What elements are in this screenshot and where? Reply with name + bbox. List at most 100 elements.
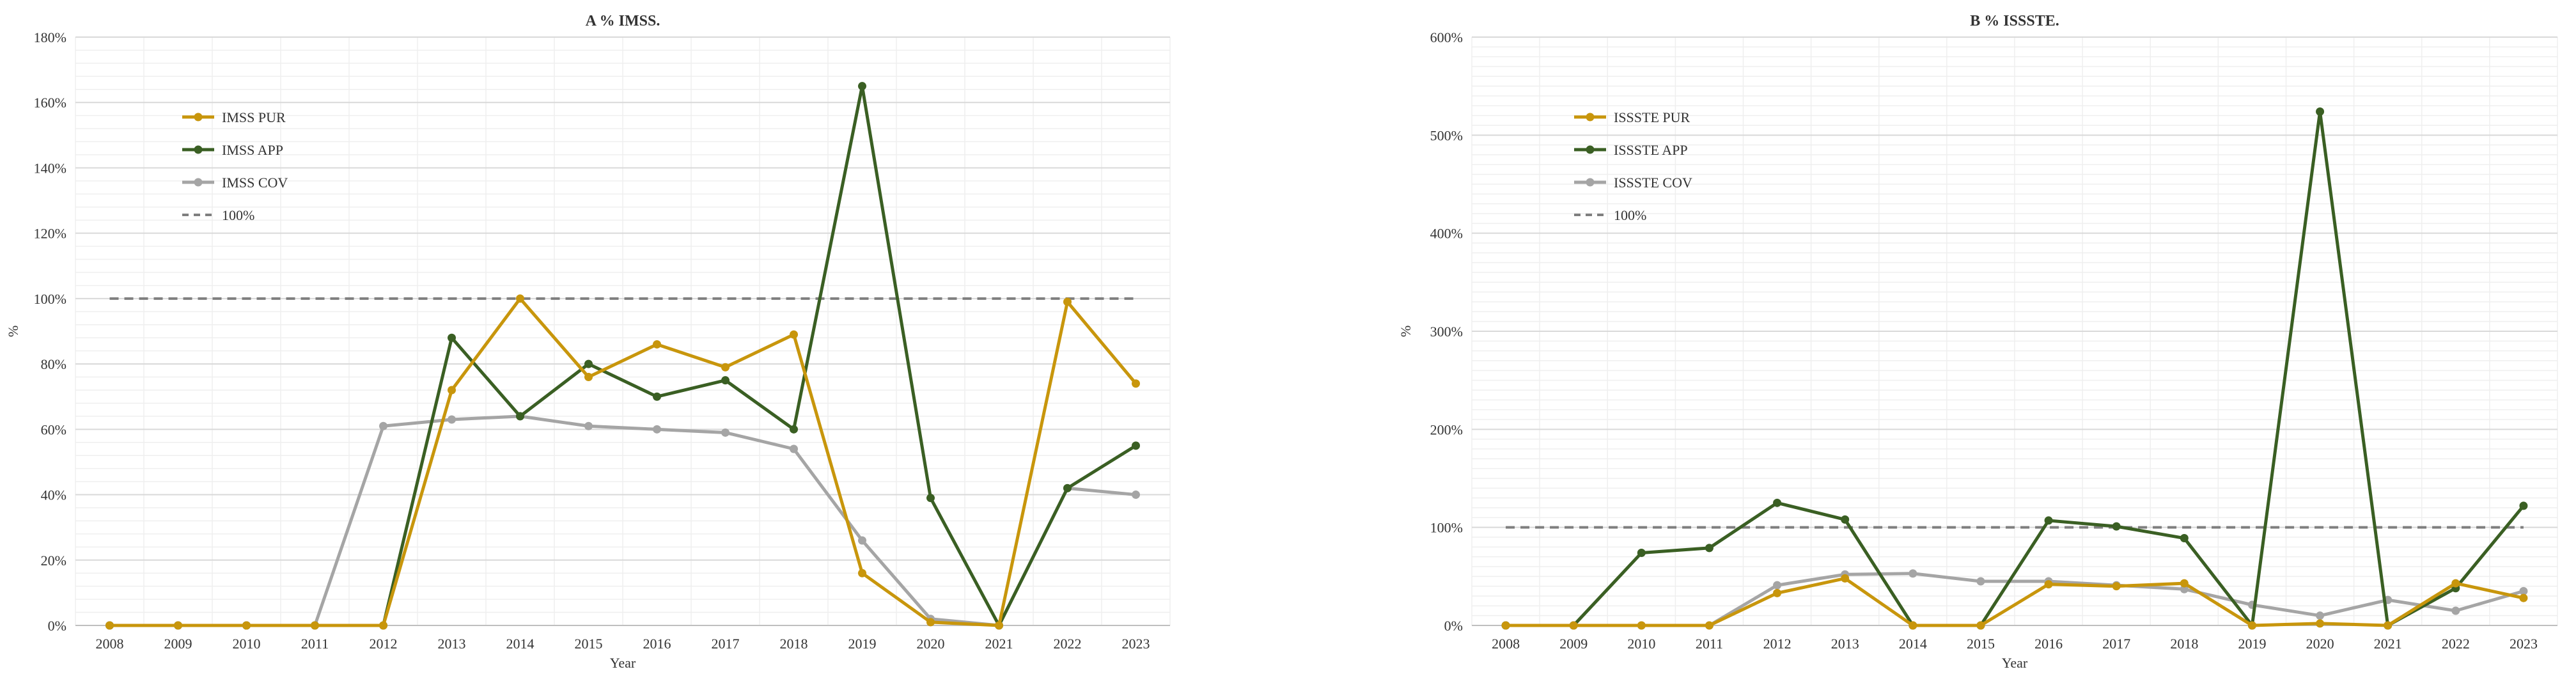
series-line xyxy=(1506,110,2525,627)
data-point xyxy=(516,412,524,421)
data-point xyxy=(1063,297,1072,306)
data-point xyxy=(2180,585,2189,593)
data-point xyxy=(926,618,935,627)
data-point xyxy=(448,333,456,342)
x-tick-label: 2013 xyxy=(1831,636,1859,652)
y-tick-label: 0% xyxy=(48,618,66,634)
y-tick-label: 20% xyxy=(41,553,66,569)
x-tick-label: 2015 xyxy=(1967,636,1995,652)
data-point xyxy=(2044,516,2053,525)
data-point xyxy=(2519,501,2528,510)
x-tick-label: 2017 xyxy=(2102,636,2130,652)
data-point xyxy=(721,428,730,437)
x-tick-label: 2012 xyxy=(370,636,398,652)
x-tick-label: 2016 xyxy=(2034,636,2063,652)
x-tick-label: 2021 xyxy=(2374,636,2402,652)
x-tick-label: 2022 xyxy=(1054,636,1082,652)
data-point xyxy=(1705,544,1713,553)
x-tick-label: 2020 xyxy=(917,636,945,652)
legend-label: 100% xyxy=(222,207,254,223)
legend-marker xyxy=(194,178,203,187)
chart-panel-a: 0% 20% 40% 60% 80% 100% 120% 140% 160% 180% 2008 20… xyxy=(5,13,1171,671)
chart-panel-b: 0% 100% 200% 300% 400% 500% 600% 2008 2009 2010 20… xyxy=(1398,13,2558,671)
x-tick-label: 2016 xyxy=(643,636,671,652)
data-point xyxy=(2180,579,2189,588)
y-axis-title: % xyxy=(1398,326,1414,337)
data-point xyxy=(1909,569,1917,578)
y-tick-label: 300% xyxy=(1430,324,1463,340)
data-point xyxy=(105,621,114,630)
data-point xyxy=(858,569,866,577)
series-line xyxy=(109,297,1137,627)
x-tick-label: 2018 xyxy=(2170,636,2198,652)
x-tick-label: 2017 xyxy=(712,636,740,652)
legend-label: IMSS COV xyxy=(222,175,288,191)
legend-label: ISSSTE PUR xyxy=(1614,109,1690,125)
data-point xyxy=(379,621,387,630)
x-tick-label: 2019 xyxy=(848,636,877,652)
data-point xyxy=(2112,582,2121,591)
y-tick-label: 80% xyxy=(41,356,66,372)
data-point xyxy=(311,621,319,630)
data-point xyxy=(653,392,661,401)
legend: ISSSTE PUR ISSSTE APP ISSSTE COV 100% xyxy=(1574,109,1692,223)
data-point xyxy=(242,621,251,630)
data-point xyxy=(2247,621,2256,630)
x-tick-label: 2010 xyxy=(1627,636,1655,652)
x-tick-label: 2008 xyxy=(1492,636,1520,652)
x-tick-label: 2009 xyxy=(164,636,192,652)
data-point xyxy=(2044,580,2053,589)
legend-marker xyxy=(194,145,203,154)
series-issste-pur xyxy=(1501,574,2528,630)
data-point xyxy=(2112,522,2121,531)
data-point xyxy=(516,294,524,303)
data-point xyxy=(1637,549,1646,558)
data-point xyxy=(379,421,387,430)
x-tick-label: 2021 xyxy=(985,636,1013,652)
data-point xyxy=(790,330,798,339)
data-point xyxy=(790,444,798,453)
series-imss-pur xyxy=(105,294,1140,630)
x-tick-label: 2020 xyxy=(2306,636,2334,652)
data-point xyxy=(584,421,593,430)
data-point xyxy=(1976,621,1985,630)
x-tick-label: 2012 xyxy=(1763,636,1791,652)
y-tick-label: 600% xyxy=(1430,29,1463,45)
x-axis-title: Year xyxy=(2002,655,2028,671)
x-tick-label: 2008 xyxy=(96,636,124,652)
y-tick-label: 100% xyxy=(1430,520,1463,536)
x-tick-label: 2015 xyxy=(575,636,603,652)
y-tick-label: 180% xyxy=(34,29,66,45)
data-point xyxy=(790,425,798,434)
legend-marker xyxy=(194,113,203,122)
legend-label: ISSSTE APP xyxy=(1614,142,1688,158)
data-point xyxy=(2519,586,2528,595)
data-point xyxy=(2316,107,2325,116)
data-point xyxy=(995,621,1003,630)
data-point xyxy=(1841,574,1850,583)
data-point xyxy=(858,82,866,91)
data-point xyxy=(1773,581,1782,590)
legend-label: IMSS APP xyxy=(222,142,283,158)
x-axis-title: Year xyxy=(610,655,636,671)
legend-label: IMSS PUR xyxy=(222,109,286,125)
x-tick-label: 2013 xyxy=(438,636,466,652)
data-point xyxy=(448,386,456,395)
x-tick-label: 2023 xyxy=(1122,636,1150,652)
data-point xyxy=(584,359,593,368)
series-line xyxy=(1506,576,2524,627)
legend-marker xyxy=(1586,145,1595,154)
data-point xyxy=(1976,577,1985,586)
y-tick-label: 0% xyxy=(1444,618,1463,634)
y-tick-label: 40% xyxy=(41,487,66,503)
y-tick-label: 120% xyxy=(34,226,66,242)
data-point xyxy=(653,340,661,349)
x-tick-label: 2019 xyxy=(2238,636,2266,652)
x-tick-label: 2023 xyxy=(2510,636,2538,652)
data-point xyxy=(1773,588,1782,597)
x-tick-label: 2022 xyxy=(2442,636,2470,652)
data-point xyxy=(1637,621,1646,630)
data-point xyxy=(2180,534,2189,543)
data-point xyxy=(2384,621,2393,630)
x-tick-label: 2014 xyxy=(506,636,535,652)
